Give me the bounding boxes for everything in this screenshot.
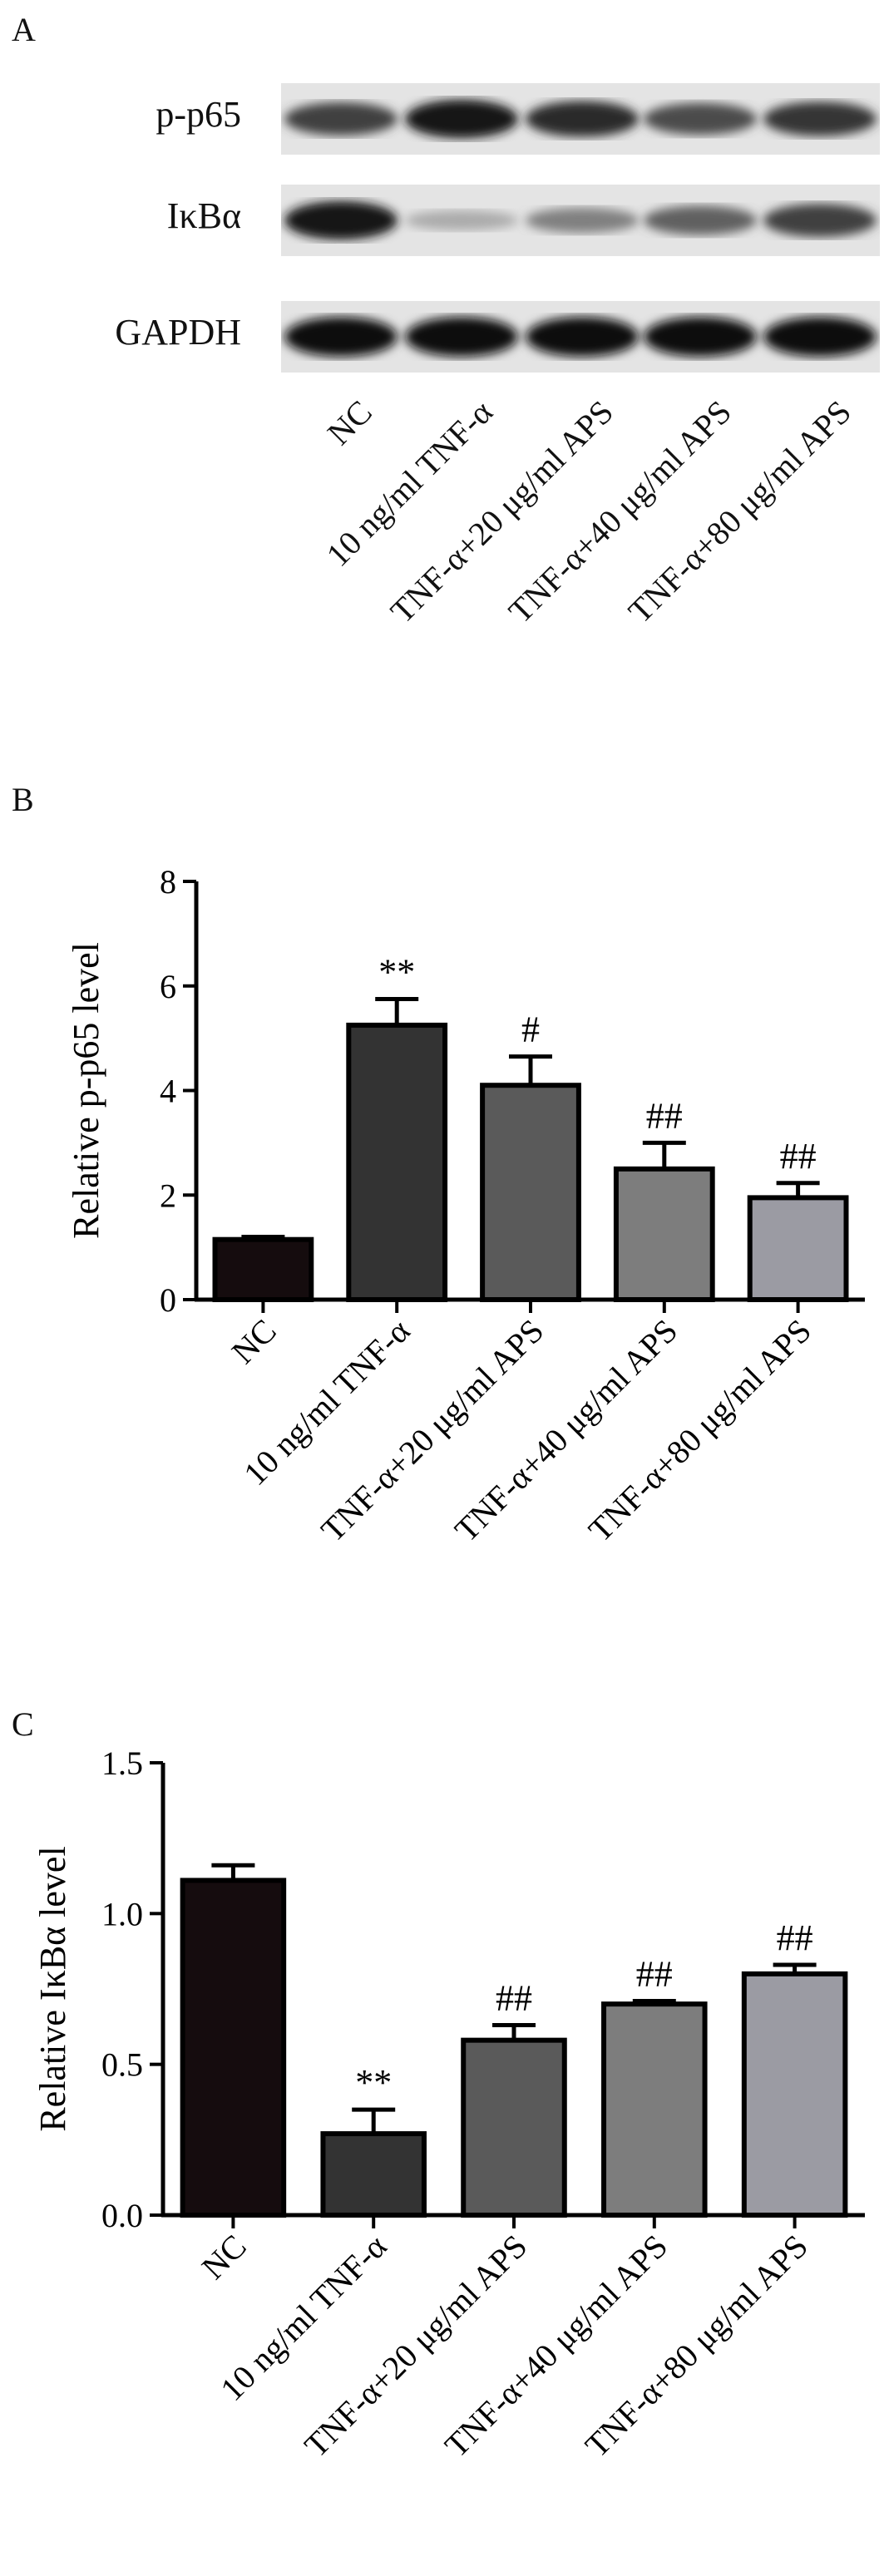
x-tick-label: NC bbox=[225, 1312, 284, 1371]
y-tick-label: 0.0 bbox=[101, 2197, 143, 2234]
blot-row-label: GAPDH bbox=[115, 312, 241, 353]
x-tick-label: TNF-α+40 μg/ml APS bbox=[447, 1312, 684, 1549]
blot-strip bbox=[281, 185, 880, 256]
significance-label: ** bbox=[355, 2062, 392, 2103]
blot-band bbox=[763, 101, 877, 136]
blot-band bbox=[526, 317, 639, 357]
x-tick-label: TNF-α+80 μg/ml APS bbox=[581, 1312, 818, 1549]
significance-label: ## bbox=[777, 1917, 813, 1958]
blot-band bbox=[284, 200, 398, 240]
blot-row-label: IκBα bbox=[166, 195, 241, 236]
blot-band bbox=[763, 204, 877, 237]
x-tick-label: TNF-α+20 μg/ml APS bbox=[314, 1312, 551, 1549]
y-tick-label: 6 bbox=[160, 968, 176, 1005]
y-tick-label: 2 bbox=[160, 1177, 176, 1214]
bar bbox=[613, 1166, 715, 1302]
bar bbox=[180, 1878, 287, 2218]
y-tick-label: 0 bbox=[160, 1281, 176, 1319]
blot-band bbox=[644, 102, 757, 136]
x-tick-label: NC bbox=[195, 2228, 254, 2287]
y-tick-label: 4 bbox=[160, 1073, 176, 1110]
significance-label: ## bbox=[780, 1136, 817, 1177]
blot-band bbox=[526, 101, 639, 137]
y-axis-label: Relative p-p65 level bbox=[66, 942, 106, 1239]
significance-label: ## bbox=[636, 1954, 673, 1995]
significance-label: ** bbox=[378, 951, 415, 992]
blot-band bbox=[644, 317, 757, 357]
y-tick-label: 1.5 bbox=[101, 1744, 143, 1782]
significance-label: ## bbox=[646, 1095, 683, 1136]
blot-row-label: p-p65 bbox=[156, 94, 241, 135]
significance-label: ## bbox=[496, 1978, 532, 2019]
panel-c-label: C bbox=[12, 1705, 34, 1743]
bar bbox=[601, 2001, 708, 2218]
bar bbox=[461, 2037, 567, 2218]
y-axis-label: Relative IκBα level bbox=[32, 1846, 73, 2131]
blot-band bbox=[763, 317, 877, 357]
panel-b-label: B bbox=[12, 781, 34, 818]
blot-band bbox=[405, 317, 518, 357]
y-tick-label: 1.0 bbox=[101, 1895, 143, 1932]
bar bbox=[346, 1022, 448, 1302]
y-tick-label: 0.5 bbox=[101, 2046, 143, 2084]
blot-band bbox=[526, 207, 639, 234]
significance-label: # bbox=[521, 1009, 540, 1050]
blot-band bbox=[405, 210, 518, 230]
blot-band bbox=[405, 99, 518, 139]
bar bbox=[480, 1083, 581, 1302]
blot-band bbox=[284, 317, 398, 357]
bar bbox=[320, 2131, 427, 2218]
blot-strip bbox=[281, 83, 880, 155]
panel-a-label: A bbox=[12, 11, 36, 48]
blot-strip bbox=[281, 301, 880, 373]
blot-band bbox=[644, 205, 757, 235]
y-tick-label: 8 bbox=[160, 863, 176, 901]
bar bbox=[741, 1971, 848, 2218]
blot-band bbox=[284, 102, 398, 136]
bar bbox=[212, 1236, 314, 1302]
bar bbox=[747, 1195, 849, 1302]
